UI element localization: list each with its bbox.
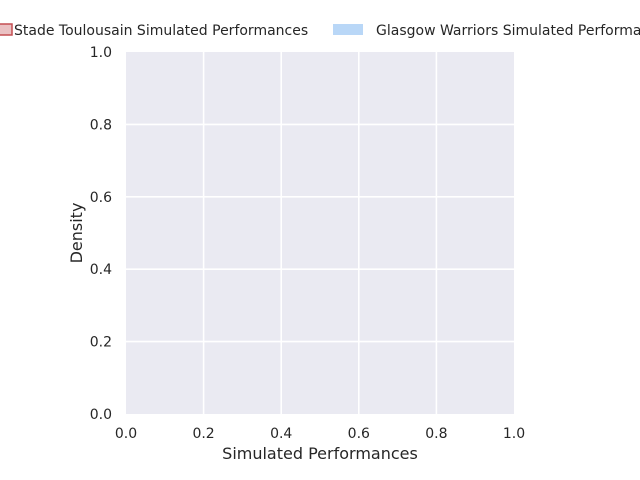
- legend: Stade Toulousain Simulated Performances G…: [0, 23, 640, 39]
- y-tick-label: 0.6: [90, 190, 112, 206]
- y-tick-label: 0.8: [90, 117, 112, 133]
- x-tick-label: 0.2: [192, 426, 214, 442]
- y-tick-label: 1.0: [90, 45, 112, 61]
- x-tick-label: 0.8: [425, 426, 447, 442]
- y-axis-label: Density: [67, 203, 86, 264]
- legend-label-2: Glasgow Warriors Simulated Performances: [376, 23, 640, 39]
- x-tick-label: 1.0: [503, 426, 525, 442]
- y-ticks: 0.0 0.2 0.4 0.6 0.8 1.0: [90, 45, 112, 423]
- y-tick-label: 0.0: [90, 407, 112, 423]
- x-axis-label: Simulated Performances: [222, 444, 418, 463]
- x-ticks: 0.0 0.2 0.4 0.6 0.8 1.0: [115, 426, 525, 442]
- grid-lines: [126, 52, 514, 414]
- legend-swatch-2: [333, 24, 363, 35]
- plot-area: [126, 52, 514, 414]
- x-tick-label: 0.4: [270, 426, 292, 442]
- x-tick-label: 0.6: [348, 426, 370, 442]
- legend-swatch-1: [0, 23, 13, 36]
- y-tick-label: 0.2: [90, 335, 112, 351]
- x-tick-label: 0.0: [115, 426, 137, 442]
- legend-label-1: Stade Toulousain Simulated Performances: [14, 23, 308, 39]
- y-tick-label: 0.4: [90, 262, 112, 278]
